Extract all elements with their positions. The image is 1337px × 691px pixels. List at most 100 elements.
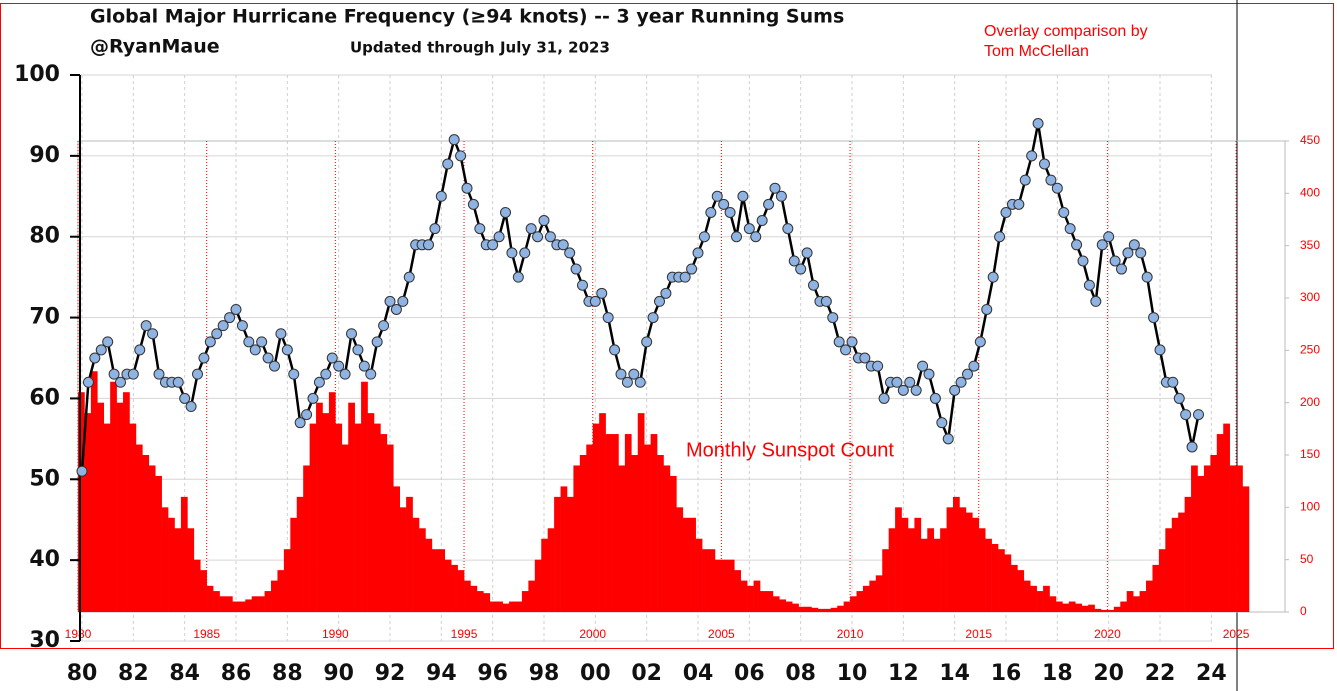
y-tick-label: 40	[29, 547, 60, 572]
bar	[341, 444, 349, 612]
point	[929, 392, 941, 404]
bar	[502, 603, 510, 612]
point	[461, 182, 473, 194]
point	[281, 344, 293, 356]
point	[512, 271, 524, 283]
bar	[644, 444, 651, 612]
point	[365, 368, 377, 380]
bar	[412, 517, 420, 612]
bar	[1210, 455, 1218, 612]
bar	[869, 580, 877, 612]
point	[1013, 198, 1025, 210]
point	[827, 312, 839, 324]
point	[217, 320, 229, 332]
y-tick-label: 60	[29, 385, 60, 410]
bar	[451, 564, 458, 612]
point	[634, 376, 646, 388]
bar	[682, 517, 690, 612]
point	[467, 198, 479, 210]
bar	[586, 444, 594, 612]
bar	[959, 507, 967, 612]
point	[275, 328, 287, 340]
bar	[174, 528, 182, 612]
bar	[483, 593, 491, 612]
subtitle: @RyanMaue	[90, 36, 220, 58]
point	[1000, 206, 1012, 218]
x-tick-label: 1990	[322, 627, 349, 641]
bar	[669, 475, 677, 612]
bar	[271, 580, 278, 612]
bar	[123, 392, 130, 612]
point	[519, 247, 531, 259]
point	[564, 247, 576, 259]
x-tick-label: 22	[1145, 661, 1176, 686]
y2-tick-label: 0	[1300, 604, 1307, 618]
bar	[946, 507, 954, 612]
bar	[978, 528, 986, 612]
bar	[509, 601, 516, 612]
bar	[283, 549, 291, 612]
bar	[1081, 605, 1089, 612]
point	[949, 384, 961, 396]
x-tick-label: 18	[1042, 661, 1073, 686]
bar	[161, 507, 169, 612]
point	[1045, 174, 1057, 186]
bar	[612, 434, 619, 612]
point	[435, 190, 447, 202]
x-tick-label: 04	[683, 661, 714, 686]
bar	[316, 402, 323, 612]
point	[147, 328, 159, 340]
bar	[888, 528, 896, 612]
bar	[1113, 606, 1121, 612]
bar	[438, 549, 446, 612]
y-tick-label: 70	[29, 305, 60, 330]
bar	[200, 570, 207, 612]
bar	[528, 580, 536, 612]
plot: 1980 1985 1990 1995 2000 2005 2010 2015 2020 2025…	[14, 62, 1320, 686]
point	[1193, 409, 1204, 421]
x-tick-label: 2020	[1094, 627, 1121, 641]
point	[679, 271, 691, 283]
bar	[1133, 596, 1140, 612]
point	[140, 320, 152, 332]
bar	[554, 496, 561, 612]
point	[172, 376, 184, 388]
point	[795, 263, 807, 275]
point	[782, 223, 794, 235]
bar	[1223, 423, 1230, 612]
point	[1180, 409, 1192, 421]
point	[737, 190, 749, 202]
point	[230, 303, 242, 315]
point	[974, 336, 986, 348]
point	[204, 336, 216, 348]
bar	[116, 402, 124, 612]
x-tick-label: 84	[169, 661, 200, 686]
bar	[1043, 585, 1050, 612]
bar	[663, 465, 671, 612]
point	[224, 312, 236, 324]
point	[500, 206, 511, 218]
point	[1173, 392, 1185, 404]
bar	[322, 413, 330, 612]
point	[917, 360, 929, 372]
point	[1019, 174, 1031, 186]
y2-tick-label: 250	[1300, 343, 1320, 357]
point	[647, 312, 659, 324]
point	[397, 295, 409, 307]
bar	[496, 601, 503, 612]
bar	[965, 512, 973, 612]
bar	[541, 538, 548, 612]
point	[1071, 239, 1083, 251]
point	[904, 376, 916, 388]
y-tick-label: 100	[14, 62, 60, 87]
bar	[1152, 564, 1160, 612]
bar	[1203, 465, 1211, 612]
point	[455, 150, 467, 162]
point	[1039, 158, 1050, 170]
bar	[624, 434, 632, 612]
bar	[296, 496, 304, 612]
bar	[425, 538, 433, 612]
bar	[1216, 434, 1224, 612]
bar	[753, 580, 761, 612]
bar	[759, 591, 767, 612]
